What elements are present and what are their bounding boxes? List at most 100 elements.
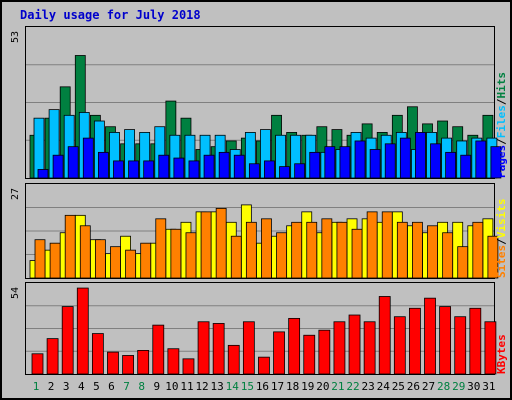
16 <box>258 356 270 375</box>
17 <box>279 166 290 179</box>
x-tick-label: 30 <box>467 380 480 393</box>
13 <box>218 151 230 179</box>
10 <box>167 348 180 375</box>
legend-kbytes: KBytes <box>495 334 508 374</box>
1 <box>33 117 45 179</box>
24 <box>384 143 396 179</box>
23 <box>363 321 376 375</box>
22 <box>354 140 366 179</box>
x-tick-label: 27 <box>422 380 435 393</box>
28 <box>442 232 454 279</box>
12 <box>197 321 210 375</box>
9 <box>155 218 167 279</box>
x-tick-label: 11 <box>180 380 193 393</box>
1 <box>34 239 46 279</box>
29 <box>460 154 472 179</box>
7 <box>125 249 136 279</box>
x-tick-label: 21 <box>331 380 344 393</box>
5 <box>97 151 109 179</box>
4 <box>82 137 94 179</box>
15 <box>242 321 255 375</box>
legend-hits: Hits <box>495 72 508 99</box>
1 <box>31 353 44 375</box>
15 <box>245 221 257 279</box>
30 <box>472 221 484 279</box>
2 <box>49 242 61 279</box>
27 <box>427 225 438 279</box>
29 <box>457 246 469 279</box>
legend-separator: / <box>495 138 508 145</box>
legend-label-2: Sites/Visits <box>495 199 508 279</box>
x-tick-label: 16 <box>256 380 269 393</box>
28 <box>445 151 457 179</box>
14 <box>227 344 240 375</box>
17 <box>276 232 287 279</box>
x-tick-label: 18 <box>286 380 299 393</box>
legend-separator: / <box>495 238 508 245</box>
25 <box>399 137 411 179</box>
3 <box>64 214 76 279</box>
legend-label-3: KBytes <box>495 334 508 374</box>
22 <box>351 228 363 279</box>
x-tick-label: 10 <box>165 380 178 393</box>
x-tick-label: 1 <box>33 380 40 393</box>
26 <box>415 132 426 179</box>
25 <box>396 221 408 279</box>
9 <box>158 154 170 179</box>
y-max-label-2: 27 <box>10 188 21 200</box>
15 <box>248 163 260 179</box>
x-tick-label: 4 <box>78 380 85 393</box>
25 <box>393 316 406 375</box>
16 <box>261 218 272 279</box>
2 <box>46 338 59 375</box>
30 <box>469 307 482 375</box>
8 <box>137 350 150 375</box>
x-tick-label: 9 <box>153 380 160 393</box>
legend-files: Files <box>495 105 508 138</box>
24 <box>378 296 391 375</box>
5 <box>94 239 106 279</box>
x-tick-label: 7 <box>123 380 130 393</box>
x-tick-label: 29 <box>452 380 465 393</box>
24 <box>381 211 393 279</box>
legend-separator: / <box>495 98 508 105</box>
20 <box>321 218 333 279</box>
legend-label-1: Pages/Files/Hits <box>495 72 508 178</box>
x-tick-label: 31 <box>482 380 495 393</box>
10 <box>170 228 182 279</box>
21 <box>336 221 348 279</box>
y-max-label-3: 54 <box>10 287 21 299</box>
x-tick-label: 6 <box>108 380 115 393</box>
x-tick-label: 24 <box>377 380 391 393</box>
x-tick-label: 20 <box>316 380 329 393</box>
x-tick-label: 15 <box>241 380 254 393</box>
6 <box>113 160 124 179</box>
7 <box>122 355 134 375</box>
9 <box>152 324 165 375</box>
31 <box>487 235 499 279</box>
legend-sites: Sites <box>495 245 508 278</box>
17 <box>273 331 285 375</box>
19 <box>306 221 318 279</box>
x-tick-label: 8 <box>138 380 145 393</box>
10 <box>173 157 185 179</box>
26 <box>409 307 421 375</box>
18 <box>294 163 306 179</box>
27 <box>430 143 441 179</box>
5 <box>91 333 104 375</box>
legend-visits: Visits <box>495 199 508 239</box>
x-tick-label: 14 <box>226 380 240 393</box>
26 <box>412 221 423 279</box>
x-tick-label: 12 <box>195 380 208 393</box>
2 <box>52 154 64 179</box>
31 <box>490 146 502 179</box>
x-tick-label: 17 <box>271 380 284 393</box>
8 <box>140 242 152 279</box>
legend-pages: Pages <box>495 145 508 178</box>
3 <box>67 146 79 179</box>
13 <box>212 323 225 375</box>
12 <box>200 211 212 279</box>
6 <box>110 246 121 279</box>
